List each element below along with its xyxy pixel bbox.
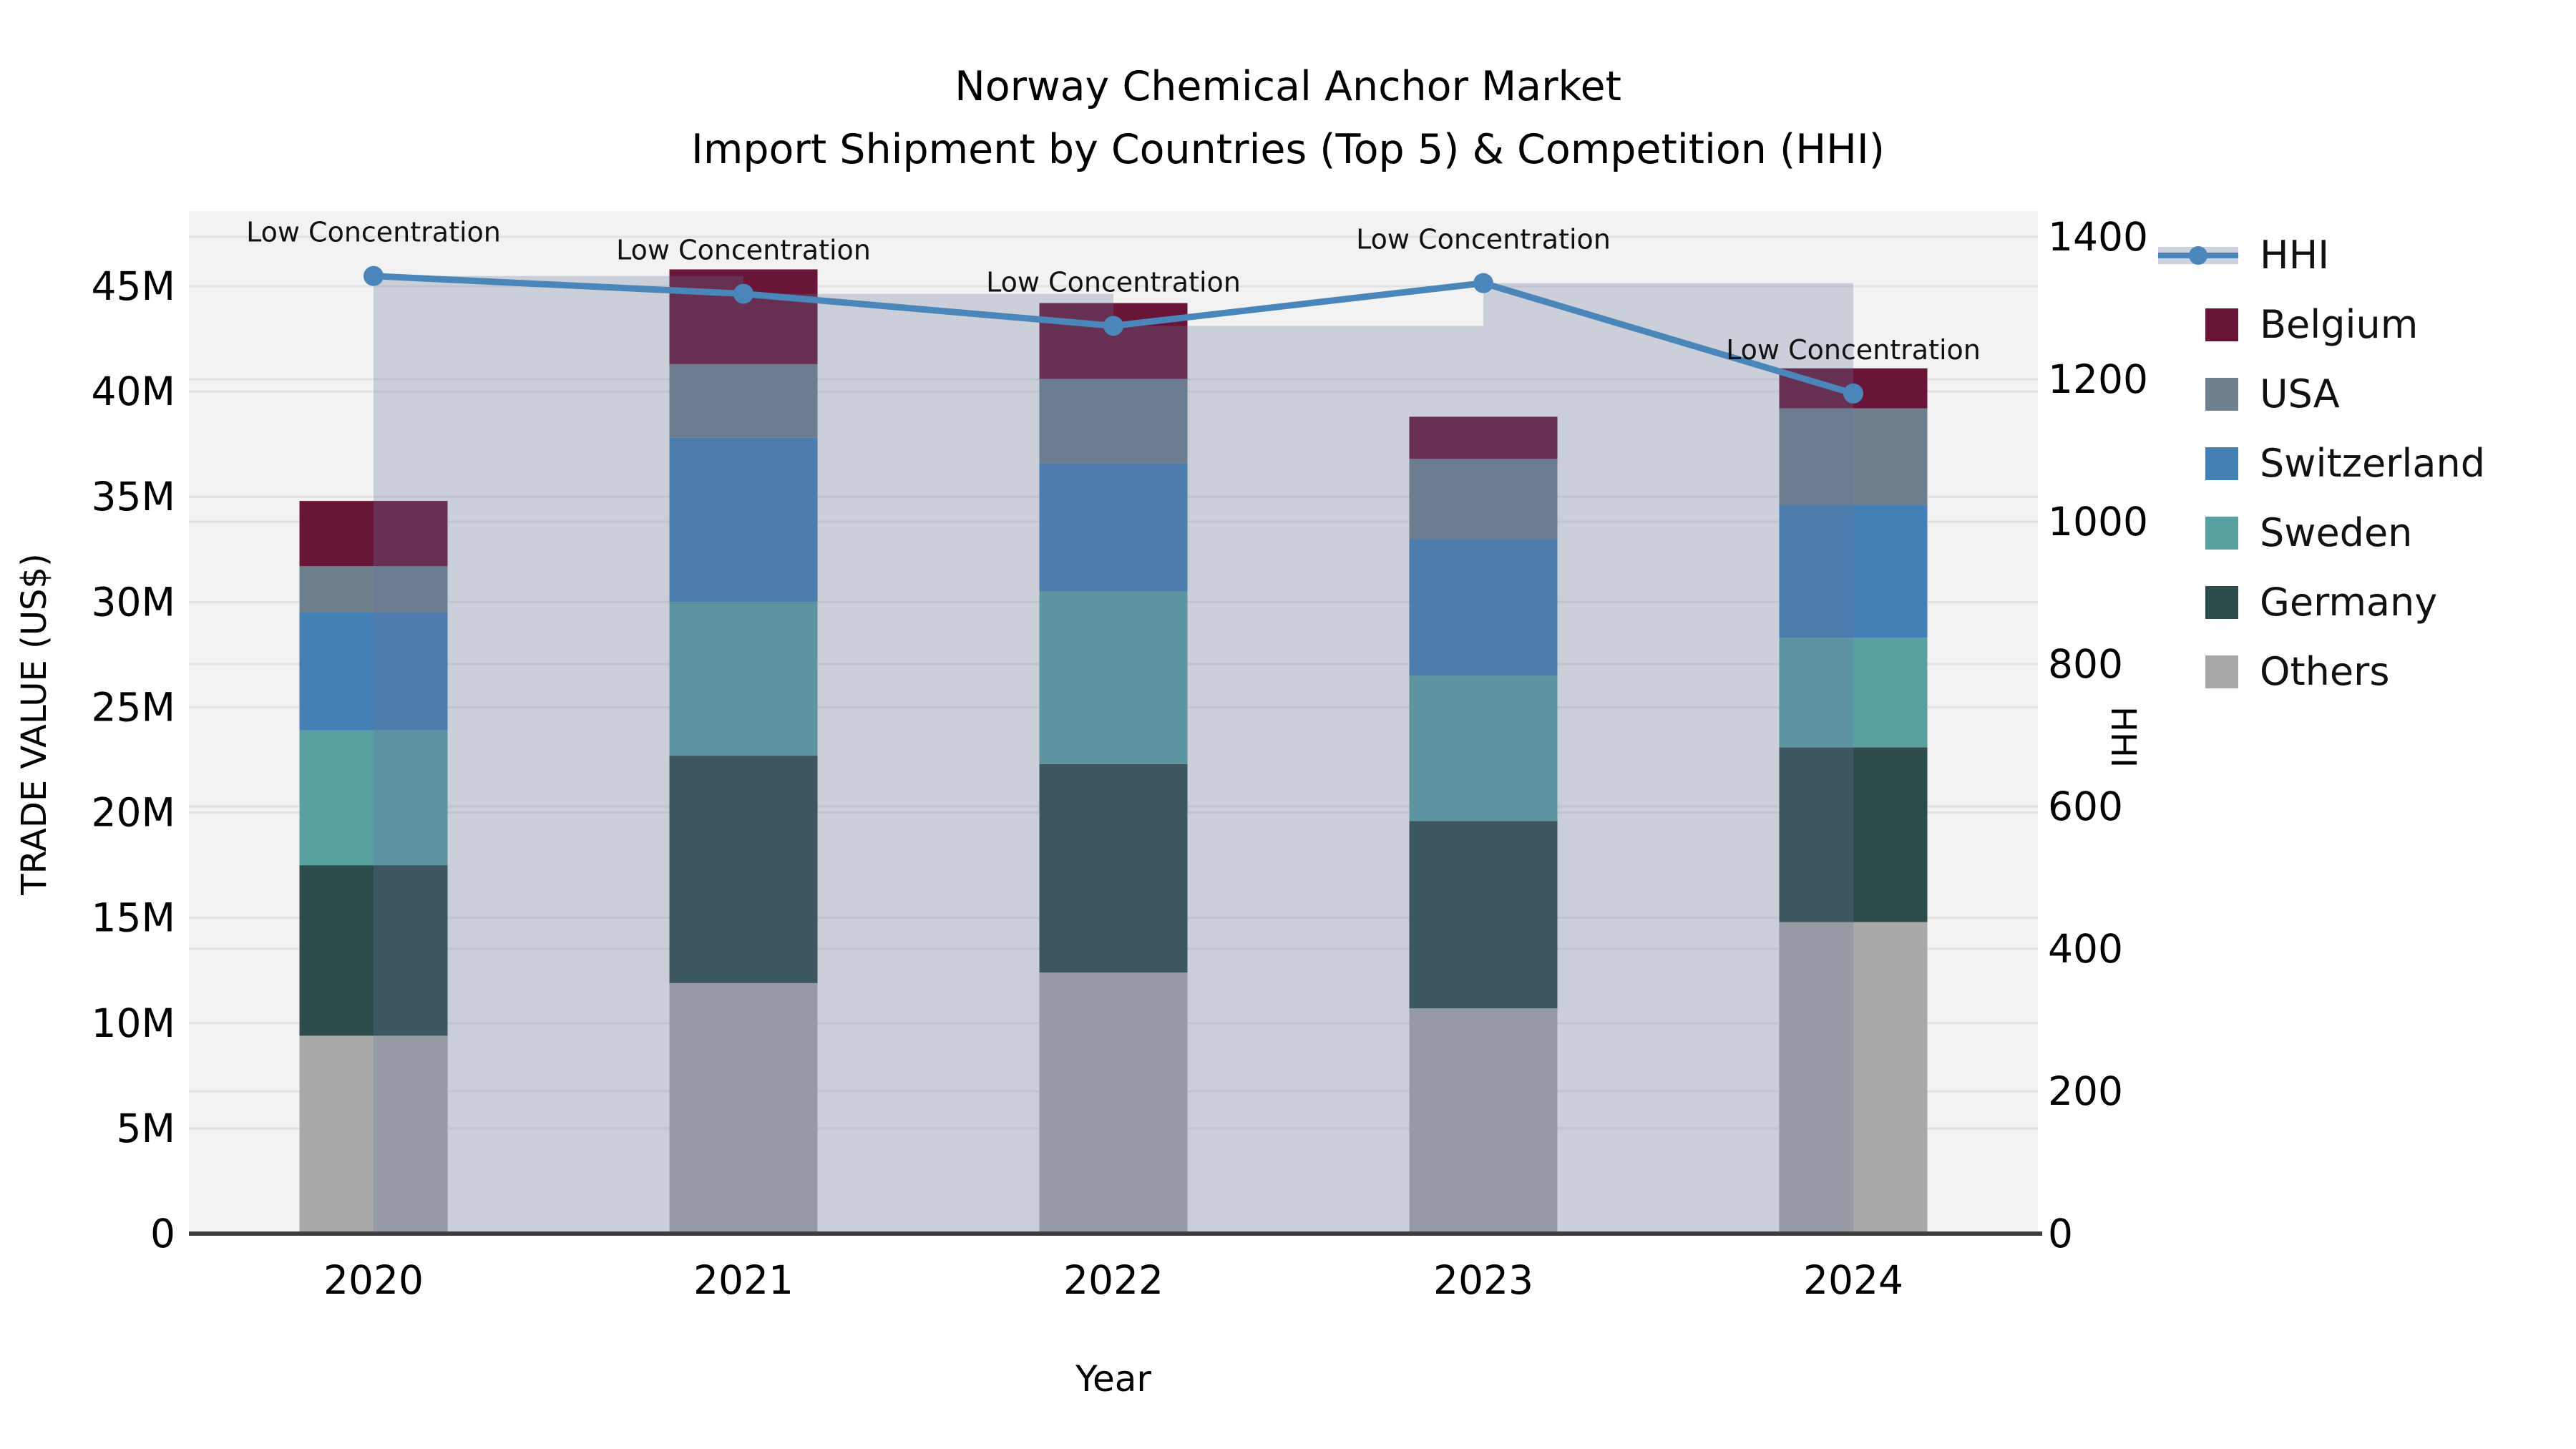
x-tick-2023: 2023 bbox=[1433, 1257, 1533, 1303]
chart-subtitle: Import Shipment by Countries (Top 5) & C… bbox=[691, 126, 1885, 173]
color-swatch-icon bbox=[2205, 585, 2238, 619]
x-tick-2024: 2024 bbox=[1803, 1257, 1903, 1303]
bar-segment-others-2020 bbox=[299, 1035, 448, 1234]
x-tick-2021: 2021 bbox=[693, 1257, 794, 1303]
y-left-tick-15M: 15M bbox=[92, 895, 175, 941]
legend-item-others[interactable]: Others bbox=[2205, 637, 2485, 706]
bar-segment-switzerland-2023 bbox=[1409, 539, 1558, 676]
x-axis-label: Year bbox=[1075, 1358, 1151, 1400]
y-right-tick-1200: 1200 bbox=[2048, 356, 2148, 402]
bar-segment-switzerland-2020 bbox=[299, 613, 448, 731]
y-left-tick-25M: 25M bbox=[92, 684, 175, 730]
bar-segment-belgium-2022 bbox=[1039, 303, 1188, 379]
y-left-tick-45M: 45M bbox=[92, 263, 175, 309]
legend-item-hhi[interactable]: HHI bbox=[2158, 220, 2485, 290]
y-left-tick-5M: 5M bbox=[117, 1106, 175, 1151]
chart-title: Norway Chemical Anchor Market bbox=[955, 63, 1621, 110]
bar-segment-others-2022 bbox=[1039, 972, 1188, 1234]
y-left-tick-30M: 30M bbox=[92, 579, 175, 625]
bar-segment-belgium-2023 bbox=[1409, 416, 1558, 459]
legend-label: Germany bbox=[2260, 580, 2438, 625]
x-tick-2020: 2020 bbox=[323, 1257, 424, 1303]
y-axis-left-label: TRADE VALUE (US$) bbox=[14, 553, 54, 895]
legend-label: Sweden bbox=[2260, 510, 2413, 555]
annotation-2023: Low Concentration bbox=[1356, 224, 1611, 255]
y-right-tick-200: 200 bbox=[2048, 1068, 2123, 1114]
annotation-2021: Low Concentration bbox=[616, 235, 871, 266]
y-right-tick-1000: 1000 bbox=[2048, 499, 2148, 545]
x-tick-2022: 2022 bbox=[1063, 1257, 1163, 1303]
bar-segment-sweden-2021 bbox=[669, 602, 818, 756]
bar-segment-sweden-2020 bbox=[299, 730, 448, 866]
hhi-line-swatch-icon bbox=[2158, 239, 2238, 272]
color-swatch-icon bbox=[2205, 447, 2238, 480]
hhi-marker-2021 bbox=[733, 283, 753, 304]
legend: HHI Belgium USA Switzerland Sweden Germa… bbox=[2158, 220, 2485, 706]
legend-item-usa[interactable]: USA bbox=[2205, 359, 2485, 429]
y-right-tick-1400: 1400 bbox=[2048, 214, 2148, 260]
bar-segment-others-2023 bbox=[1409, 1008, 1558, 1234]
annotation-2022: Low Concentration bbox=[986, 266, 1241, 298]
legend-label: USA bbox=[2260, 371, 2340, 416]
y-axis-right-label: HHI bbox=[2103, 706, 2143, 769]
bar-segment-germany-2022 bbox=[1039, 763, 1188, 973]
y-left-tick-10M: 10M bbox=[92, 1000, 175, 1046]
bar-segment-usa-2024 bbox=[1779, 408, 1928, 505]
bar-segment-usa-2022 bbox=[1039, 379, 1188, 464]
hhi-band bbox=[1113, 326, 1483, 1234]
y-right-tick-400: 400 bbox=[2048, 926, 2123, 972]
y-right-tick-600: 600 bbox=[2048, 784, 2123, 829]
color-swatch-icon bbox=[2205, 308, 2238, 341]
legend-item-belgium[interactable]: Belgium bbox=[2205, 290, 2485, 359]
y-left-tick-0: 0 bbox=[150, 1211, 175, 1257]
color-swatch-icon bbox=[2205, 377, 2238, 411]
bar-segment-switzerland-2022 bbox=[1039, 463, 1188, 592]
bar-segment-others-2024 bbox=[1779, 922, 1928, 1234]
bar-segment-germany-2021 bbox=[669, 756, 818, 983]
bar-segment-switzerland-2024 bbox=[1779, 504, 1928, 638]
legend-label: Switzerland bbox=[2260, 441, 2485, 486]
legend-item-switzerland[interactable]: Switzerland bbox=[2205, 429, 2485, 498]
hhi-marker-2023 bbox=[1473, 273, 1493, 293]
hhi-marker-2024 bbox=[1843, 383, 1863, 404]
bar-segment-sweden-2024 bbox=[1779, 638, 1928, 748]
y-left-tick-40M: 40M bbox=[92, 369, 175, 414]
bar-segment-sweden-2022 bbox=[1039, 591, 1188, 764]
hhi-marker-2022 bbox=[1103, 316, 1123, 336]
y-right-tick-0: 0 bbox=[2048, 1211, 2073, 1257]
legend-label: Others bbox=[2260, 649, 2390, 694]
legend-label: HHI bbox=[2260, 233, 2330, 278]
bar-segment-germany-2024 bbox=[1779, 747, 1928, 922]
bar-segment-switzerland-2021 bbox=[669, 437, 818, 602]
hhi-band bbox=[374, 275, 743, 1234]
bar-segment-usa-2023 bbox=[1409, 459, 1558, 540]
y-left-tick-20M: 20M bbox=[92, 790, 175, 836]
annotation-2024: Low Concentration bbox=[1726, 334, 1981, 366]
bar-segment-usa-2020 bbox=[299, 566, 448, 613]
legend-item-germany[interactable]: Germany bbox=[2205, 567, 2485, 637]
bar-segment-usa-2021 bbox=[669, 364, 818, 438]
y-right-tick-800: 800 bbox=[2048, 641, 2123, 687]
legend-label: Belgium bbox=[2260, 302, 2419, 347]
y-left-tick-35M: 35M bbox=[92, 474, 175, 519]
bar-segment-germany-2023 bbox=[1409, 821, 1558, 1009]
legend-item-sweden[interactable]: Sweden bbox=[2205, 498, 2485, 567]
color-swatch-icon bbox=[2205, 516, 2238, 550]
annotation-2020: Low Concentration bbox=[246, 217, 501, 248]
bar-segment-sweden-2023 bbox=[1409, 675, 1558, 821]
bar-segment-others-2021 bbox=[669, 982, 818, 1234]
bar-segment-germany-2020 bbox=[299, 865, 448, 1036]
hhi-band bbox=[1483, 283, 1853, 1234]
color-swatch-icon bbox=[2205, 655, 2238, 688]
bar-segment-belgium-2020 bbox=[299, 501, 448, 567]
hhi-marker-2020 bbox=[364, 265, 384, 286]
hhi-band bbox=[743, 293, 1113, 1234]
